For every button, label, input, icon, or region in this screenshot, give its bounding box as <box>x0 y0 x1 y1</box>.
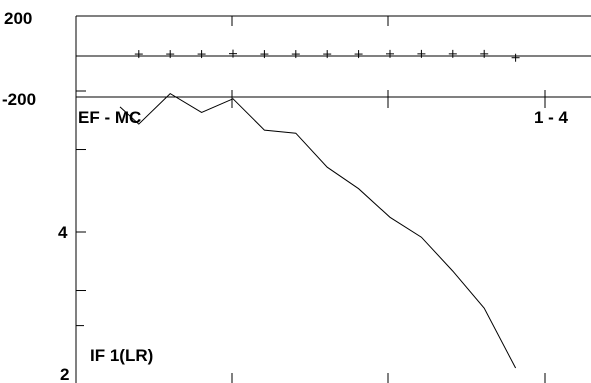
phase-panel: 200 -200 <box>2 9 591 109</box>
label-top-left: EF - MC <box>78 108 141 127</box>
label-top-right: 1 - 4 <box>534 108 569 127</box>
phase-point <box>480 49 489 58</box>
phase-point <box>197 50 206 59</box>
phase-point <box>386 49 394 58</box>
phase-point <box>166 50 175 59</box>
magnitude-ytick-label-4: 4 <box>58 223 68 242</box>
magnitude-panel: 4 2 EF - MC 1 - 4 IF 1(LR) <box>58 16 569 383</box>
phase-point <box>354 50 363 59</box>
phase-ytick-label-bottom: -200 <box>2 90 36 109</box>
magnitude-series-line <box>119 92 517 369</box>
phase-point <box>291 50 300 59</box>
phase-point <box>134 50 143 59</box>
phase-point <box>511 53 520 62</box>
phase-ytick-label-top: 200 <box>4 9 32 28</box>
phase-point <box>448 49 457 58</box>
magnitude-minor-ticks <box>76 90 86 327</box>
phase-point <box>229 49 237 58</box>
x-axis-ticks <box>231 16 546 383</box>
label-bottom-left: IF 1(LR) <box>90 346 153 365</box>
magnitude-ytick-label-2: 2 <box>60 365 69 383</box>
phase-markers <box>134 49 520 62</box>
phase-point <box>323 50 332 59</box>
phase-point <box>417 49 426 58</box>
phase-point <box>260 50 269 59</box>
